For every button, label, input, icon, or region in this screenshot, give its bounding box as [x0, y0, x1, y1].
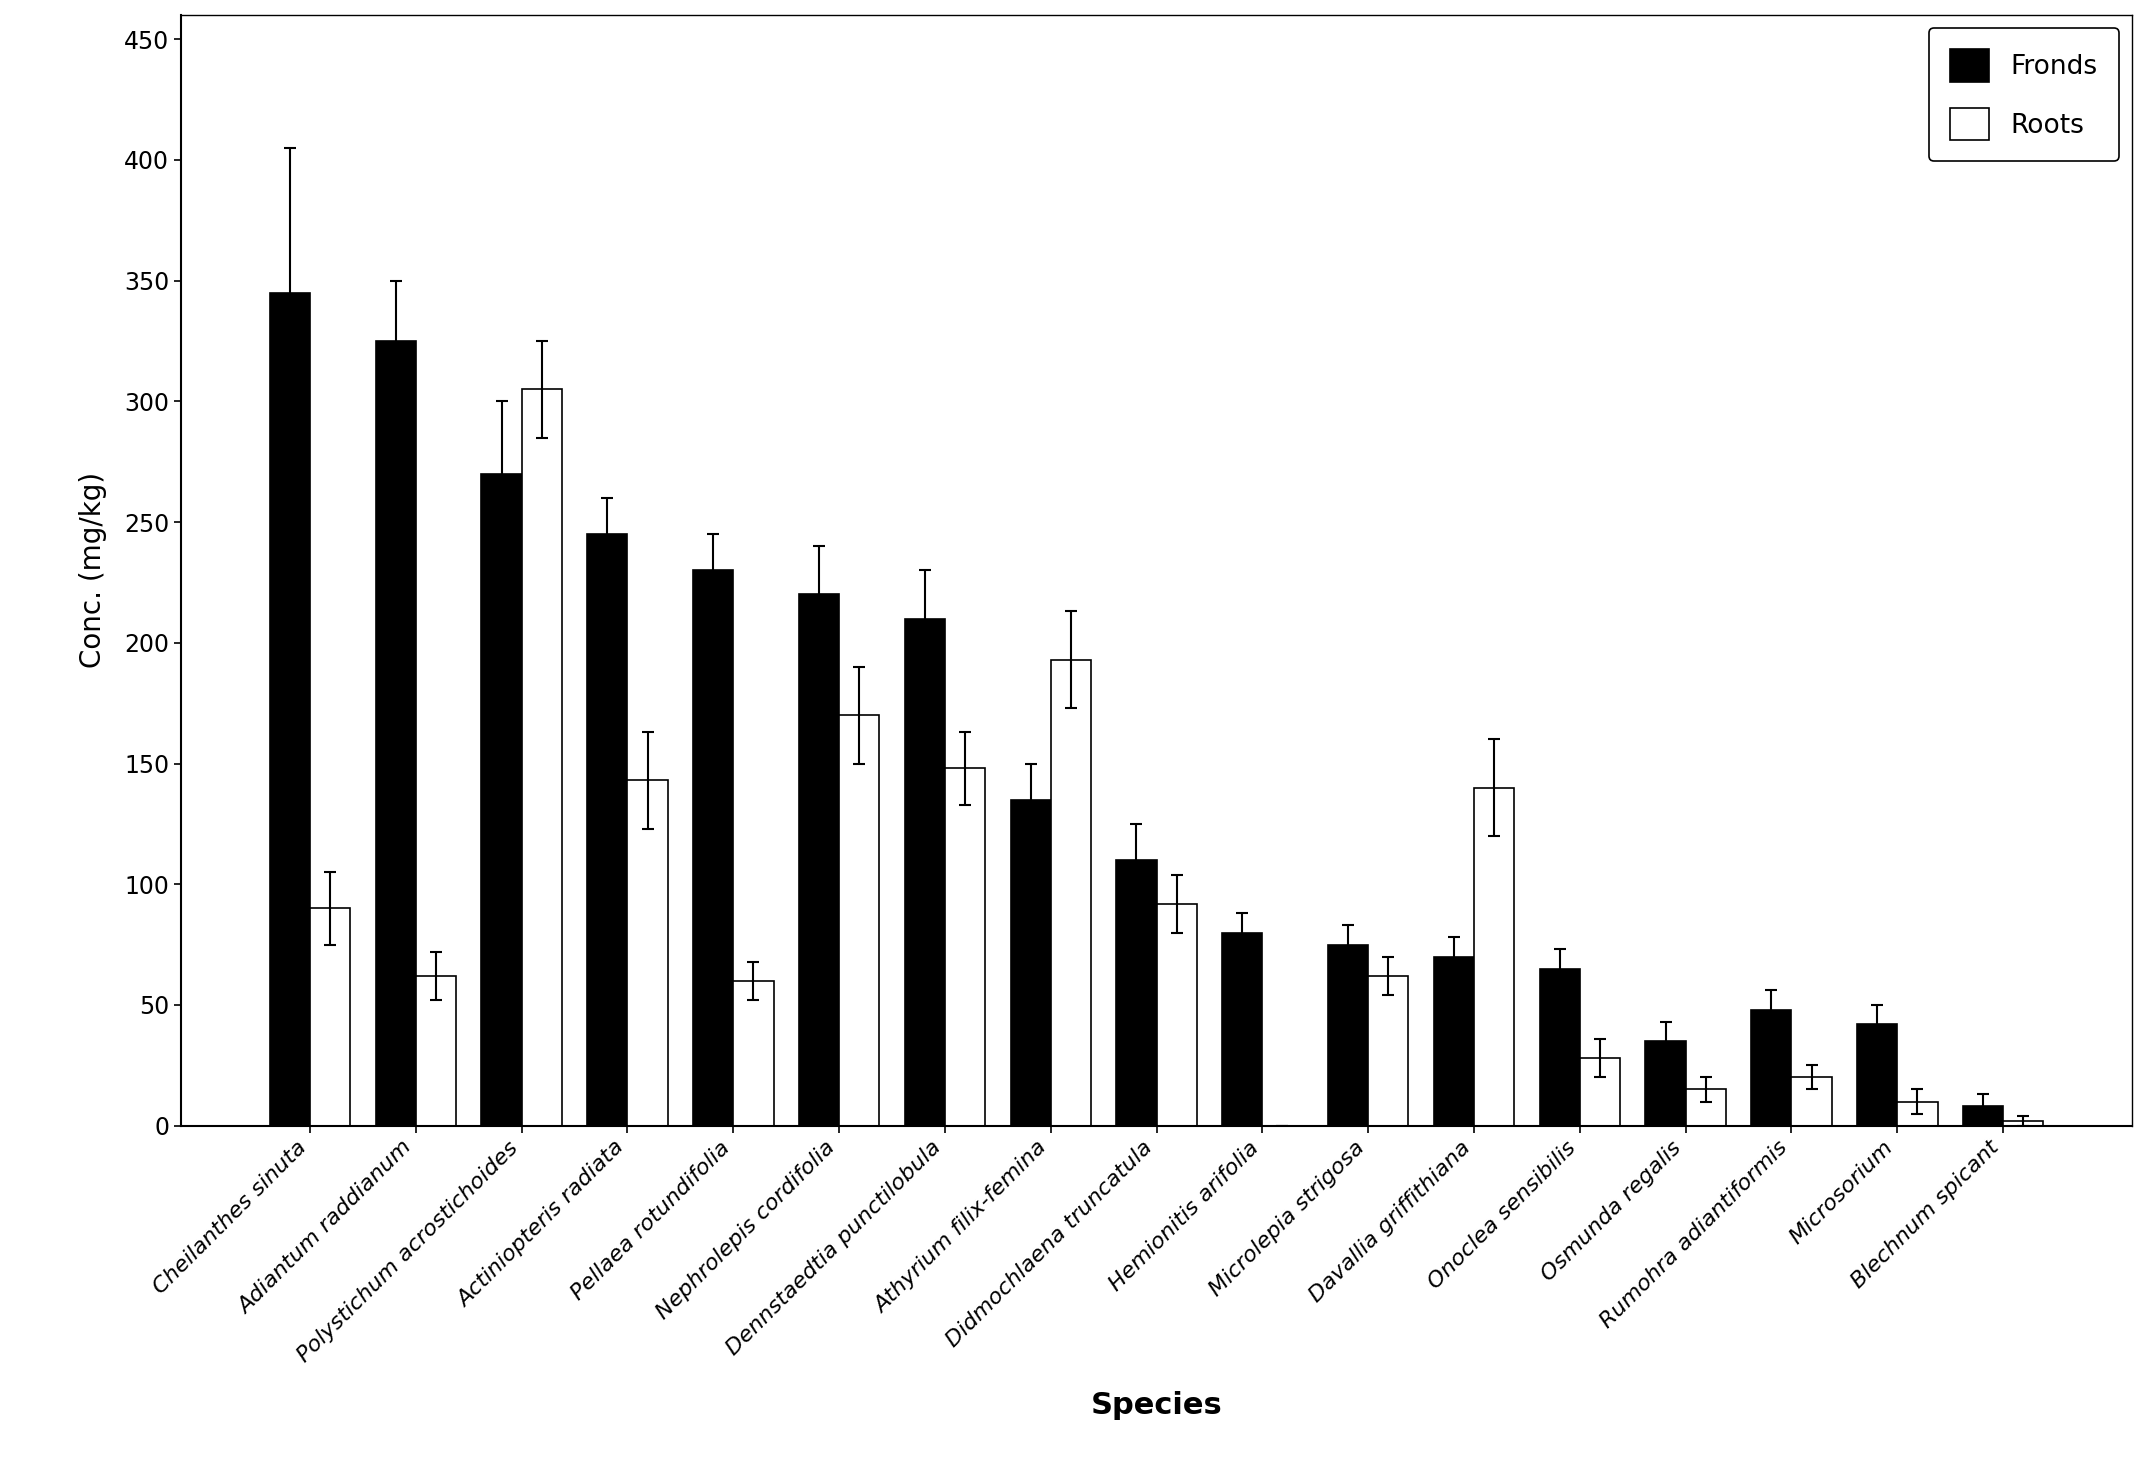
Bar — [1116, 859, 1157, 1126]
Bar — [522, 389, 563, 1126]
Bar — [945, 769, 985, 1126]
Bar — [481, 474, 522, 1126]
Bar — [1222, 933, 1262, 1126]
Bar — [1791, 1078, 1831, 1126]
Bar — [2003, 1121, 2044, 1126]
Y-axis label: Conc. (mg/kg): Conc. (mg/kg) — [79, 473, 107, 669]
Bar — [904, 619, 945, 1126]
Bar — [1011, 799, 1050, 1126]
Bar — [417, 976, 455, 1126]
Bar — [1329, 944, 1368, 1126]
X-axis label: Species: Species — [1091, 1391, 1222, 1420]
Bar — [1539, 969, 1580, 1126]
Legend: Fronds, Roots: Fronds, Roots — [1928, 28, 2119, 161]
Bar — [376, 341, 417, 1126]
Bar — [1857, 1025, 1898, 1126]
Bar — [693, 571, 734, 1126]
Bar — [839, 716, 880, 1126]
Bar — [627, 780, 668, 1126]
Bar — [799, 594, 839, 1126]
Bar — [1050, 660, 1091, 1126]
Bar — [1157, 903, 1196, 1126]
Bar — [1580, 1058, 1621, 1126]
Bar — [1962, 1107, 2003, 1126]
Bar — [1368, 976, 1408, 1126]
Bar — [1685, 1089, 1726, 1126]
Bar — [1645, 1041, 1685, 1126]
Bar — [309, 908, 350, 1126]
Bar — [1898, 1101, 1937, 1126]
Bar — [1752, 1010, 1791, 1126]
Bar — [271, 293, 309, 1126]
Bar — [1434, 956, 1475, 1126]
Bar — [1475, 788, 1514, 1126]
Bar — [588, 534, 627, 1126]
Bar — [734, 981, 773, 1126]
